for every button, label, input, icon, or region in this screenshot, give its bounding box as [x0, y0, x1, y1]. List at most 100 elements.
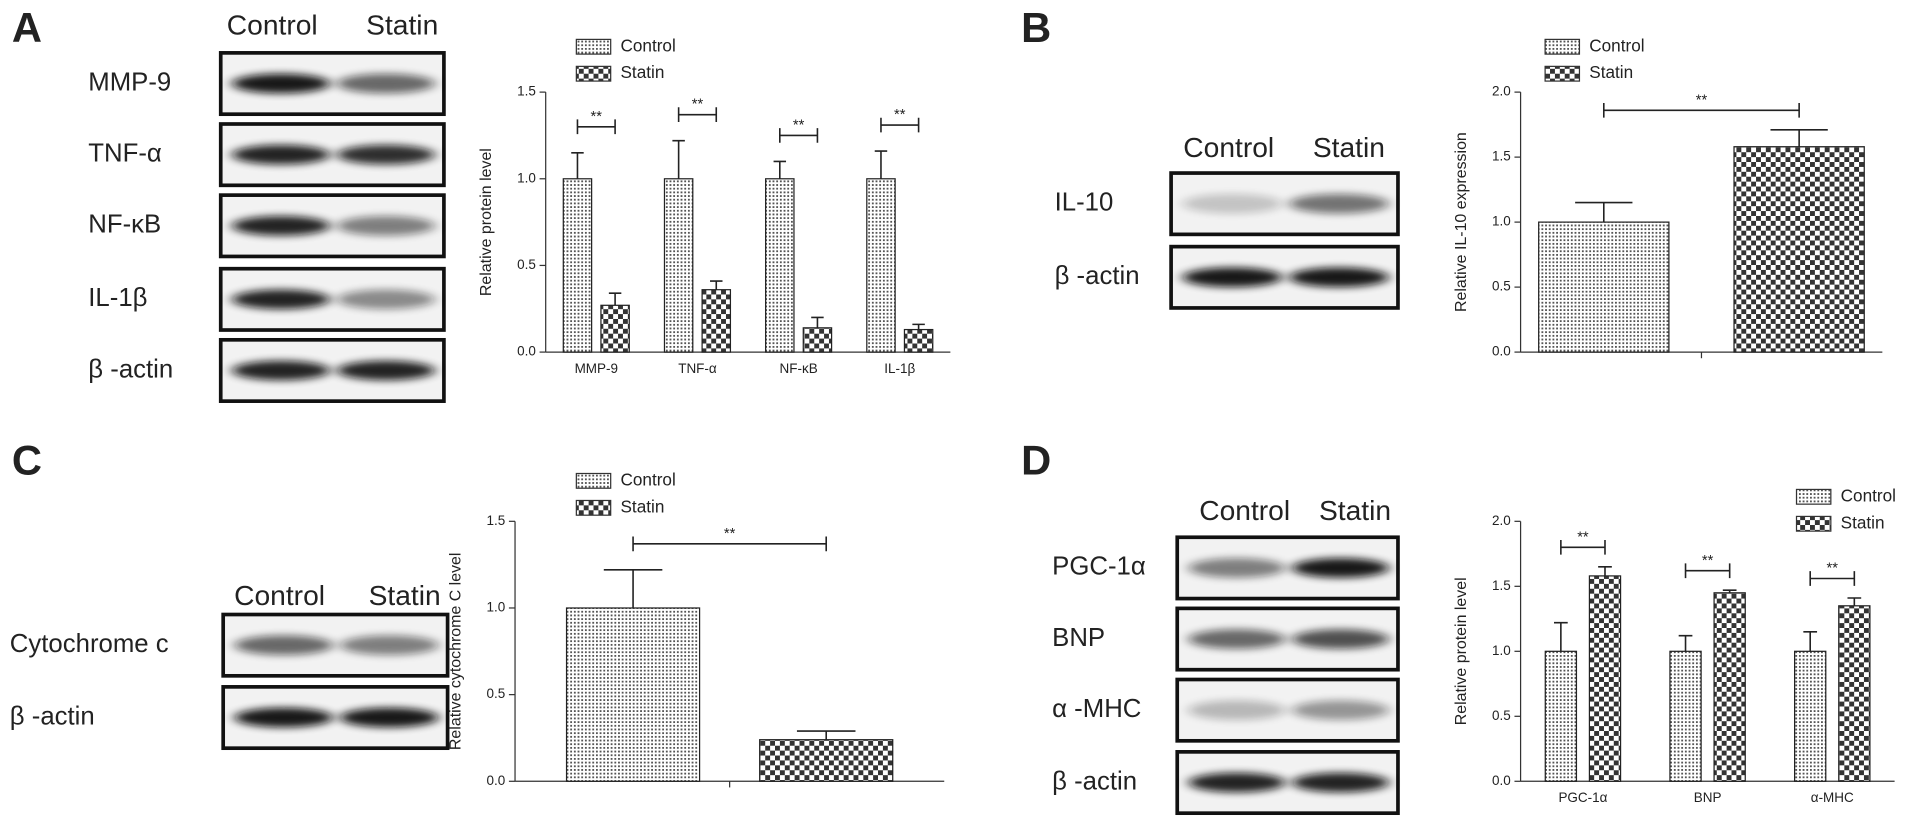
error-bar: [912, 323, 925, 330]
y-tick-label: 1.0: [1492, 643, 1511, 658]
legend-swatch: [575, 65, 612, 82]
significance-label: **: [692, 97, 704, 113]
significance-bracket: [1602, 102, 1800, 118]
y-axis-label: Relative protein level: [1453, 577, 1470, 725]
blot-band: [1182, 193, 1283, 214]
legend-swatch: [575, 472, 612, 489]
blot-row-label: β -actin: [1052, 767, 1137, 795]
legend-label: Control: [620, 469, 675, 489]
blot-band: [1292, 700, 1390, 720]
y-axis-label: Relative protein level: [478, 148, 495, 296]
blot-row-label: BNP: [1052, 624, 1105, 652]
y-tick-label: 1.5: [1492, 149, 1511, 164]
significance-label: **: [724, 526, 736, 542]
blot-band: [1188, 629, 1286, 649]
blot-column-label: Control: [234, 579, 325, 611]
blot-row-label: Cytochrome c: [10, 630, 169, 658]
significance-bracket: [1560, 539, 1606, 555]
blot-row-label: IL-10: [1055, 189, 1114, 217]
x-tick-label: TNF-α: [678, 361, 717, 376]
significance-label: **: [1696, 92, 1708, 108]
legend-swatch: [1795, 515, 1832, 532]
legend-swatch: [575, 38, 612, 55]
significance-label: **: [1702, 553, 1714, 569]
y-tick-label: 2.0: [1492, 513, 1511, 528]
significance-label: **: [894, 107, 906, 123]
error-bar: [1575, 201, 1633, 223]
blot-row-label: β -actin: [10, 702, 95, 730]
blot-band: [1292, 772, 1390, 793]
blot-row-label: α -MHC: [1052, 695, 1141, 723]
error-bar: [1803, 631, 1818, 652]
y-tick-label: 0.0: [1492, 344, 1511, 359]
legend-swatch: [1544, 65, 1581, 82]
blot-column-label: Control: [227, 9, 318, 41]
x-tick-label: NF-κB: [780, 361, 818, 376]
blot-column-label: Control: [1183, 131, 1274, 163]
error-bar: [874, 150, 888, 179]
significance-bracket: [677, 107, 718, 123]
bar: [1669, 650, 1702, 782]
error-bar: [1554, 621, 1568, 652]
significance-label: **: [1827, 561, 1839, 577]
blot-band: [234, 707, 334, 728]
y-tick-label: 0.5: [486, 686, 505, 701]
blot-band: [231, 215, 331, 236]
bar: [866, 178, 896, 353]
x-tick-label: MMP-9: [575, 361, 618, 376]
bar: [565, 607, 701, 782]
blot-band: [339, 635, 439, 655]
significance-bracket: [1684, 563, 1731, 579]
blot-band: [1188, 772, 1286, 793]
significance-label: **: [1577, 529, 1589, 545]
blot-band: [1289, 193, 1389, 214]
significance-bracket: [880, 117, 920, 133]
significance-label: **: [591, 109, 603, 125]
bar: [562, 178, 593, 353]
legend-label: Statin: [1589, 62, 1633, 82]
y-tick-label: 1.0: [517, 170, 536, 185]
blot-band: [1188, 700, 1286, 720]
blot-column-label: Control: [1199, 494, 1290, 526]
legend-swatch: [1795, 488, 1832, 505]
blot-row-label: β -actin: [88, 355, 173, 383]
blot-band: [231, 289, 331, 310]
y-axis-label: Relative cytochrome C level: [447, 553, 464, 751]
blot-column-label: Statin: [1319, 494, 1391, 526]
bar: [1838, 605, 1871, 782]
error-bar: [796, 730, 856, 740]
bar: [903, 328, 934, 353]
panel-letter: C: [12, 437, 42, 484]
blot-band: [339, 707, 439, 728]
legend-label: Control: [620, 35, 675, 55]
blot-row-label: TNF-α: [88, 139, 162, 167]
bar: [1733, 146, 1865, 353]
blot-band: [1188, 558, 1286, 578]
error-bar: [773, 160, 787, 179]
error-bar: [1678, 634, 1693, 652]
blot-band: [234, 635, 334, 655]
blot-band: [1292, 629, 1390, 649]
significance-bracket: [779, 128, 819, 143]
legend-label: Statin: [1841, 512, 1885, 532]
blot-band: [336, 144, 435, 165]
legend-swatch: [1544, 38, 1581, 55]
significance-label: **: [793, 118, 805, 134]
bar: [802, 327, 833, 353]
error-bar: [603, 569, 663, 608]
error-bar: [710, 280, 723, 290]
x-tick-label: PGC-1α: [1558, 790, 1607, 805]
y-tick-label: 0.5: [517, 257, 536, 272]
y-tick-label: 1.5: [1492, 578, 1511, 593]
bar: [759, 739, 894, 782]
blot-column-label: Statin: [1313, 131, 1385, 163]
error-bar: [1598, 566, 1612, 576]
y-tick-label: 0.0: [486, 773, 505, 788]
panel-letter: D: [1021, 437, 1051, 484]
y-tick-label: 1.5: [486, 513, 505, 528]
y-tick-label: 0.5: [1492, 279, 1511, 294]
significance-bracket: [632, 536, 828, 552]
y-tick-label: 0.0: [517, 344, 536, 359]
blot-column-label: Statin: [369, 579, 441, 611]
